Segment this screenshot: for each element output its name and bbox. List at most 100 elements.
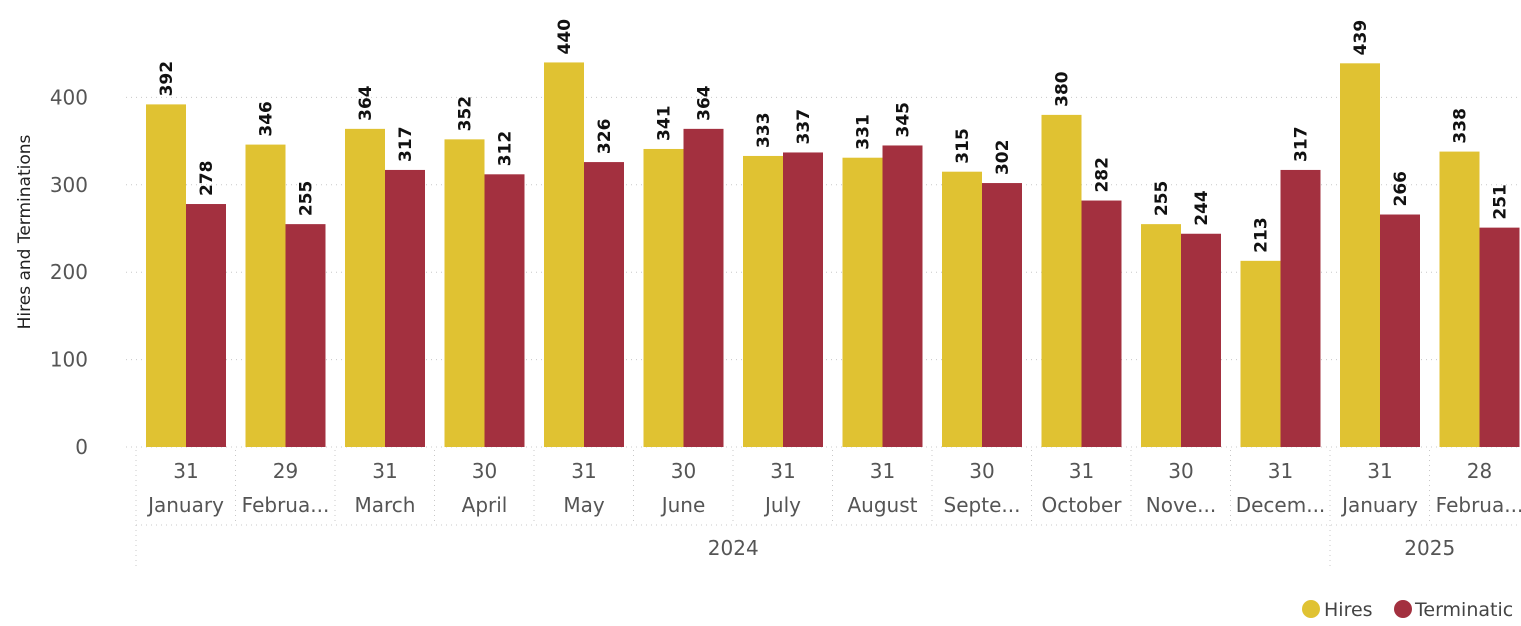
y-tick-label: 200 bbox=[50, 260, 88, 284]
data-label: 317 bbox=[396, 126, 416, 162]
bar-terminatic bbox=[1280, 169, 1321, 447]
data-label: 341 bbox=[655, 105, 675, 141]
y-tick-label: 300 bbox=[50, 173, 88, 197]
bar-terminatic bbox=[982, 183, 1022, 447]
data-label: 255 bbox=[1152, 181, 1172, 217]
x-month-label: April bbox=[462, 493, 508, 517]
data-label: 255 bbox=[297, 181, 317, 217]
bar-terminatic bbox=[584, 162, 624, 448]
bars bbox=[146, 62, 1520, 448]
data-label: 440 bbox=[555, 19, 575, 55]
x-month-label: January bbox=[146, 493, 224, 517]
x-day-label: 28 bbox=[1467, 459, 1492, 483]
x-day-label: 29 bbox=[273, 459, 298, 483]
bar-hires bbox=[1041, 114, 1082, 447]
data-label: 282 bbox=[1093, 157, 1113, 193]
data-label: 392 bbox=[157, 61, 177, 97]
bar-terminatic bbox=[1479, 227, 1520, 447]
x-year-label: 2024 bbox=[708, 536, 759, 560]
data-label: 364 bbox=[356, 85, 376, 121]
x-day-label: 31 bbox=[173, 459, 198, 483]
data-label: 333 bbox=[754, 112, 774, 148]
y-tick-label: 0 bbox=[75, 435, 88, 459]
x-month-label: June bbox=[660, 493, 706, 517]
data-label: 315 bbox=[953, 128, 973, 164]
data-label: 317 bbox=[1292, 126, 1312, 162]
x-day-label: 31 bbox=[870, 459, 895, 483]
bar-hires bbox=[345, 128, 385, 447]
x-month-label: May bbox=[563, 493, 605, 517]
bar-hires bbox=[444, 139, 485, 448]
data-label: 337 bbox=[794, 109, 814, 145]
y-tick-label: 400 bbox=[50, 85, 88, 109]
bar-terminatic bbox=[683, 128, 724, 447]
bar-terminatic bbox=[1081, 200, 1122, 447]
bar-hires bbox=[942, 171, 982, 447]
bar-terminatic bbox=[1181, 233, 1221, 447]
bar-terminatic bbox=[186, 204, 226, 447]
y-axis-title: Hires and Terminations bbox=[15, 134, 35, 329]
x-month-label: Septe... bbox=[944, 493, 1021, 517]
legend-hires-label: Hires bbox=[1324, 599, 1373, 621]
bar-hires bbox=[1439, 151, 1480, 447]
data-label: 326 bbox=[595, 119, 615, 155]
x-day-label: 31 bbox=[1268, 459, 1293, 483]
data-label: 266 bbox=[1391, 171, 1411, 207]
y-axis-ticks: 0 100 200 300 400 bbox=[50, 85, 88, 459]
bar-terminatic bbox=[285, 224, 326, 447]
bar-hires bbox=[743, 155, 783, 447]
data-label: 338 bbox=[1451, 108, 1471, 144]
data-label: 345 bbox=[894, 102, 914, 138]
x-year-label: 2025 bbox=[1404, 536, 1455, 560]
legend[interactable]: Hires Terminatic bbox=[1302, 599, 1513, 621]
data-label: 312 bbox=[496, 131, 516, 167]
x-axis: 31 January 29 Februa... 31 March 30 April 31 May 3… bbox=[135, 450, 1521, 568]
data-label: 251 bbox=[1491, 184, 1511, 220]
data-label: 244 bbox=[1192, 190, 1212, 226]
x-month-label: Decem... bbox=[1236, 493, 1326, 517]
x-month-label: Februa... bbox=[242, 493, 330, 517]
x-day-label: 31 bbox=[1069, 459, 1094, 483]
x-day-label: 31 bbox=[770, 459, 795, 483]
x-day-label: 31 bbox=[1367, 459, 1392, 483]
x-day-label: 30 bbox=[969, 459, 994, 483]
data-label: 331 bbox=[854, 114, 874, 150]
data-label: 439 bbox=[1351, 20, 1371, 56]
data-label: 352 bbox=[456, 96, 476, 132]
bar-terminatic bbox=[1380, 214, 1420, 447]
data-label: 346 bbox=[257, 101, 277, 137]
bar-hires bbox=[245, 144, 286, 447]
legend-terminatic-label: Terminatic bbox=[1414, 599, 1513, 621]
x-day-label: 30 bbox=[671, 459, 696, 483]
data-label: 213 bbox=[1252, 217, 1272, 253]
bar-hires bbox=[544, 62, 584, 447]
data-label: 364 bbox=[695, 85, 715, 121]
data-label: 380 bbox=[1053, 71, 1073, 107]
x-day-label: 30 bbox=[472, 459, 497, 483]
data-label: 302 bbox=[993, 140, 1013, 176]
bar-terminatic bbox=[385, 169, 425, 447]
bar-hires bbox=[842, 157, 883, 447]
legend-hires-marker bbox=[1302, 600, 1320, 618]
data-label: 278 bbox=[197, 161, 217, 197]
bar-hires bbox=[1240, 260, 1281, 447]
bar-hires bbox=[643, 148, 684, 447]
bar-terminatic bbox=[484, 174, 525, 447]
x-month-label: October bbox=[1041, 493, 1122, 517]
x-day-label: 30 bbox=[1168, 459, 1193, 483]
x-month-label: March bbox=[355, 493, 416, 517]
bar-terminatic bbox=[783, 152, 823, 447]
bar-hires bbox=[1340, 63, 1380, 448]
legend-terminatic-marker bbox=[1394, 600, 1412, 618]
x-month-label: January bbox=[1340, 493, 1418, 517]
data-labels: 392 278 346 255 364 317 352 312 440 326 341 364 333 3… bbox=[157, 19, 1511, 253]
x-month-label: Nove... bbox=[1146, 493, 1216, 517]
bar-hires bbox=[1141, 224, 1181, 447]
x-month-label: Februa... bbox=[1436, 493, 1521, 517]
bar-terminatic bbox=[882, 145, 923, 447]
bar-hires bbox=[146, 104, 186, 447]
x-month-label: July bbox=[763, 493, 801, 517]
x-month-label: August bbox=[848, 493, 918, 517]
y-tick-label: 100 bbox=[50, 348, 88, 372]
